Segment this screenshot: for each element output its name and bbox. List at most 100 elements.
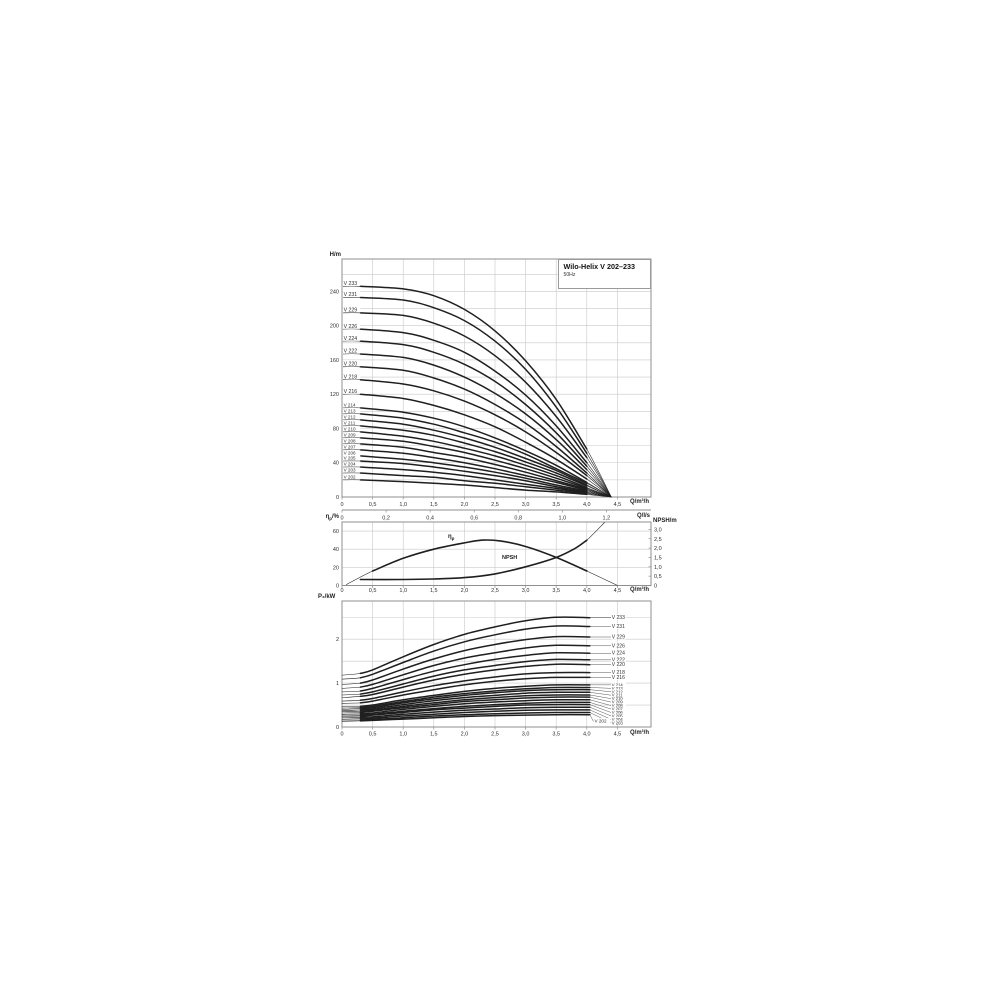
power-curve-label-V-218: V 218 bbox=[612, 670, 625, 676]
tick-label: 200 bbox=[330, 324, 339, 330]
power-curve-label-V-203: V 203 bbox=[612, 720, 624, 725]
pump-curve-V-211 bbox=[359, 425, 588, 487]
power-curve-V-216 bbox=[359, 676, 591, 704]
power-curve-label-V-220: V 220 bbox=[612, 662, 625, 668]
power-curve-V-220 bbox=[359, 663, 591, 698]
pump-curve-V-208 bbox=[359, 443, 588, 491]
pump-curve-V-216 bbox=[359, 393, 588, 480]
tick-label: 2,0 bbox=[461, 732, 469, 738]
power-curve-label-V-224: V 224 bbox=[612, 651, 625, 657]
power-curve-V-207 bbox=[359, 701, 591, 716]
efficiency-npsh-chart: 0 20 40 60 0 0,5 1,0 1,5 2,0 2,5 3,0 0 0,5 1,0 1,5 2,0 2… bbox=[333, 521, 662, 594]
curve-label-V-222: V 222 bbox=[344, 349, 358, 355]
tick-label: 40 bbox=[333, 547, 339, 553]
power-curve-label-V-222: V 222 bbox=[612, 657, 625, 663]
power-y-axis-label: P₂/kW bbox=[318, 594, 336, 600]
curve-label-V-204: V 204 bbox=[344, 462, 356, 467]
power-curve-label-V-212: V 212 bbox=[612, 689, 624, 694]
power-curve-label-V-213: V 213 bbox=[612, 686, 624, 691]
tick-label: 4,5 bbox=[614, 502, 622, 508]
tick-label: 1,2 bbox=[603, 516, 611, 522]
tick-label: 240 bbox=[330, 289, 339, 295]
head-curves bbox=[342, 285, 612, 498]
pump-curve-V-204 bbox=[359, 466, 588, 494]
power-curve-V-233 bbox=[359, 616, 591, 675]
tick-label: 1,0 bbox=[558, 516, 566, 522]
pump-curve-V-207 bbox=[359, 449, 588, 491]
pump-curve-V-213 bbox=[359, 413, 588, 485]
curve-label-V-206: V 206 bbox=[344, 451, 356, 456]
tick-label: 0,6 bbox=[470, 516, 478, 522]
power-curve-label-V-226: V 226 bbox=[612, 643, 625, 649]
tick-label: 0 bbox=[654, 584, 657, 590]
curve-label-V-209: V 209 bbox=[344, 433, 356, 438]
curve-label-V-203: V 203 bbox=[344, 468, 356, 473]
power-curve-V-206 bbox=[359, 703, 591, 717]
power-curve-label-V-204: V 204 bbox=[612, 717, 624, 722]
power-x-axis-label: Q/m³/h bbox=[630, 729, 649, 736]
curve-label-V-210: V 210 bbox=[344, 427, 356, 432]
power-curve-label-V-208: V 208 bbox=[612, 703, 624, 708]
tick-label: 20 bbox=[333, 565, 339, 571]
curve-label-V-218: V 218 bbox=[344, 374, 358, 380]
head-curve-labels: V 233 V 231 V 229 V 226 V 224 V 222 V 220 V 218… bbox=[342, 279, 361, 480]
tick-label: 0 bbox=[340, 588, 343, 594]
curve-thin-V-226 bbox=[342, 328, 612, 498]
pump-curve-V-202 bbox=[359, 479, 588, 496]
power-curve-V-214 bbox=[359, 684, 591, 708]
power-curve-label-V-216: V 216 bbox=[612, 675, 625, 681]
tick-label: 0,8 bbox=[514, 516, 522, 522]
eta-subscript: p bbox=[329, 516, 332, 522]
pump-curve-V-218 bbox=[359, 378, 588, 477]
power-curve-label-V-207: V 207 bbox=[612, 707, 624, 712]
efficiency-axis-label: ηp/% bbox=[310, 514, 339, 522]
tick-label: 4,0 bbox=[583, 588, 591, 594]
tick-label: 1,5 bbox=[430, 588, 438, 594]
tick-label: 80 bbox=[333, 426, 339, 432]
eta-symbol: η bbox=[325, 514, 330, 520]
x-axis-tick-labels: 0 0,5 1,0 1,5 2,0 2,5 3,0 3,5 4,0 4,5 bbox=[340, 502, 621, 508]
tick-label: 2 bbox=[336, 637, 339, 643]
efficiency-npsh-curves bbox=[346, 522, 618, 586]
tick-label: 1,5 bbox=[654, 555, 662, 561]
pump-curve-V-206 bbox=[359, 455, 588, 492]
curve-label-V-216: V 216 bbox=[344, 389, 358, 395]
chart-frequency: 50Hz bbox=[563, 272, 576, 279]
npsh-axis-label: NPSH/m bbox=[653, 518, 677, 524]
tick-label: 2,5 bbox=[654, 537, 662, 543]
curve-label-V-214: V 214 bbox=[344, 403, 356, 408]
tick-label: 3,0 bbox=[522, 502, 530, 508]
power-y-tick-labels: 0 1 2 bbox=[336, 637, 339, 731]
tick-label: 1,5 bbox=[430, 732, 438, 738]
curve-label-V-205: V 205 bbox=[344, 456, 356, 461]
x-axis-ticks bbox=[341, 727, 618, 730]
tick-label: 0,5 bbox=[369, 588, 377, 594]
curve-label-V-212: V 212 bbox=[344, 415, 356, 420]
tick-label: 0 bbox=[340, 732, 343, 738]
tick-label: 0 bbox=[340, 502, 343, 508]
curve-label-V-224: V 224 bbox=[344, 336, 358, 342]
npsh-curve bbox=[359, 539, 588, 581]
tick-label: 4,5 bbox=[614, 732, 622, 738]
pump-curve-V-203 bbox=[359, 472, 588, 495]
curve-label-V-226: V 226 bbox=[344, 324, 358, 330]
power-curve-label-V-233: V 233 bbox=[612, 615, 625, 621]
head-x2-axis-label: Q/l/s bbox=[637, 513, 651, 519]
tick-label: 2,5 bbox=[491, 732, 499, 738]
power-curve-label-V-229: V 229 bbox=[612, 635, 625, 641]
power-curve-V-204 bbox=[359, 709, 591, 720]
power-curve-label-V-214: V 214 bbox=[612, 682, 624, 687]
tick-label: 4,0 bbox=[583, 502, 591, 508]
curve-label-V-231: V 231 bbox=[344, 292, 358, 298]
tick-label: 1,0 bbox=[399, 732, 407, 738]
tick-label: 0,4 bbox=[426, 516, 434, 522]
power-curve-V-229 bbox=[359, 635, 591, 684]
head-chart: 0 40 80 120 160 200 240 0 0,5 1,0 1,5 2,0 2,5 3,0 3,5 4… bbox=[330, 258, 652, 522]
tick-label: 2,0 bbox=[461, 588, 469, 594]
tick-label: 0 bbox=[336, 495, 339, 501]
head-x-axis-label: Q/m³/h bbox=[630, 499, 649, 505]
power-curve-label-V-205: V 205 bbox=[612, 713, 624, 718]
tick-label: 2,0 bbox=[654, 546, 662, 552]
tick-label: 3,0 bbox=[654, 527, 662, 533]
